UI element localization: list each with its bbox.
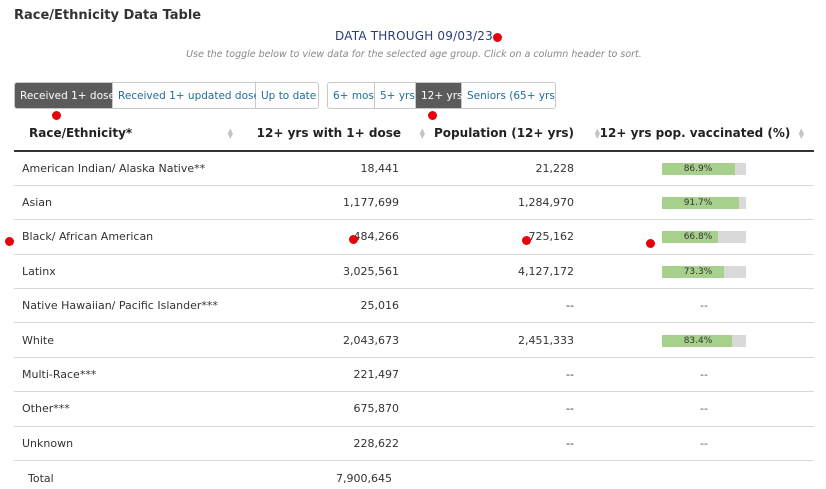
marker-dot: [349, 235, 358, 244]
table-header-row: Race/Ethnicity* ▲ ▼ 12+ yrs with 1+ dose …: [14, 116, 814, 152]
header-pct-vaccinated[interactable]: 12+ yrs pop. vaccinated (%) ▲ ▼: [594, 116, 814, 152]
pct-bar-label: 73.3%: [683, 266, 713, 277]
toggle-5-yrs[interactable]: 5+ yrs: [375, 83, 416, 108]
pct-bar-fill: [662, 265, 724, 278]
instructions-text: Use the toggle below to view data for th…: [186, 49, 642, 60]
toggle-received-1-dose[interactable]: Received 1+ dose: [15, 83, 115, 108]
dose-count-cell: 221,497: [239, 357, 419, 393]
total-dose-count: 7,900,645: [239, 460, 419, 489]
sort-icon: ▲ ▼: [798, 127, 804, 140]
data-through-date: DATA THROUGH 09/03/23: [335, 29, 493, 43]
table-row: Unknown 228,622 -- --: [14, 426, 814, 462]
total-empty-cell: [594, 460, 814, 489]
table-row: White 2,043,673 2,451,333 83.4%: [14, 322, 814, 358]
race-ethnicity-cell: White: [14, 322, 239, 358]
pct-bar-label: 86.9%: [683, 163, 713, 174]
toggle-received-updated-dose[interactable]: Received 1+ updated dose: [113, 83, 260, 108]
dose-count-cell: 228,622: [239, 426, 419, 462]
race-ethnicity-cell: Unknown: [14, 426, 239, 462]
pct-bar: 91.7%: [662, 197, 746, 210]
population-cell: --: [419, 426, 594, 462]
population-cell: 1,284,970: [419, 185, 594, 221]
race-ethnicity-cell: Asian: [14, 185, 239, 221]
pct-vaccinated-cell: 73.3%: [594, 254, 814, 290]
table-row: Native Hawaiian/ Pacific Islander*** 25,…: [14, 288, 814, 324]
pct-vaccinated-cell: --: [594, 357, 814, 393]
table-row: Asian 1,177,699 1,284,970 91.7%: [14, 185, 814, 221]
pct-bar: 83.4%: [662, 334, 746, 347]
dose-count-cell: 25,016: [239, 288, 419, 324]
pct-vaccinated-cell: --: [594, 426, 814, 462]
pct-vaccinated-cell: --: [594, 288, 814, 324]
table-row: American Indian/ Alaska Native** 18,441 …: [14, 151, 814, 186]
total-label: Total: [14, 460, 239, 489]
toggle-6-mos[interactable]: 6+ mos: [328, 83, 375, 108]
pct-vaccinated-cell: 66.8%: [594, 219, 814, 255]
age-toggle-group: 6+ mos 5+ yrs 12+ yrs Seniors (65+ yrs): [327, 82, 556, 109]
pct-bar: 66.8%: [662, 231, 746, 244]
marker-dot: [52, 111, 61, 120]
dose-count-cell: 2,043,673: [239, 322, 419, 358]
dose-count-cell: 3,025,561: [239, 254, 419, 290]
table-total-row: Total 7,900,645: [14, 460, 814, 489]
race-ethnicity-cell: Native Hawaiian/ Pacific Islander***: [14, 288, 239, 324]
population-cell: 2,451,333: [419, 322, 594, 358]
race-ethnicity-cell: Multi-Race***: [14, 357, 239, 393]
dose-count-cell: 484,266: [239, 219, 419, 255]
race-ethnicity-cell: American Indian/ Alaska Native**: [14, 151, 239, 186]
header-dose-count[interactable]: 12+ yrs with 1+ dose ▲ ▼: [239, 116, 425, 152]
population-cell: 725,162: [419, 219, 594, 255]
marker-dot: [646, 239, 655, 248]
table-row: Black/ African American 484,266 725,162 …: [14, 219, 814, 255]
table-row: Latinx 3,025,561 4,127,172 73.3%: [14, 254, 814, 290]
pct-bar-fill: [662, 231, 719, 244]
total-empty-cell: [419, 460, 594, 489]
population-cell: 4,127,172: [419, 254, 594, 290]
pct-bar-fill: [662, 334, 733, 347]
race-ethnicity-table: Race/Ethnicity* ▲ ▼ 12+ yrs with 1+ dose …: [14, 116, 814, 489]
marker-dot: [428, 111, 437, 120]
pct-vaccinated-cell: 91.7%: [594, 185, 814, 221]
marker-dot: [5, 237, 14, 246]
pct-vaccinated-cell: 86.9%: [594, 151, 814, 186]
population-cell: 21,228: [419, 151, 594, 186]
marker-dot: [522, 236, 531, 245]
table-row: Other*** 675,870 -- --: [14, 391, 814, 427]
sort-icon: ▲ ▼: [227, 127, 233, 140]
population-cell: --: [419, 288, 594, 324]
pct-vaccinated-cell: 83.4%: [594, 322, 814, 358]
pct-bar-fill: [662, 197, 740, 210]
pct-vaccinated-cell: --: [594, 391, 814, 427]
population-cell: --: [419, 391, 594, 427]
race-ethnicity-cell: Latinx: [14, 254, 239, 290]
header-race-ethnicity[interactable]: Race/Ethnicity* ▲ ▼: [14, 116, 239, 152]
pct-bar: 86.9%: [662, 162, 746, 175]
table-row: Multi-Race*** 221,497 -- --: [14, 357, 814, 393]
toggle-seniors[interactable]: Seniors (65+ yrs): [462, 83, 555, 108]
header-population[interactable]: Population (12+ yrs) ▲ ▼: [419, 116, 600, 152]
race-ethnicity-cell: Black/ African American: [14, 219, 239, 255]
pct-bar-label: 83.4%: [683, 335, 713, 346]
marker-dot: [493, 33, 502, 42]
pct-bar-fill: [662, 162, 735, 175]
race-ethnicity-cell: Other***: [14, 391, 239, 427]
toggle-12-yrs[interactable]: 12+ yrs: [416, 83, 463, 108]
dose-count-cell: 675,870: [239, 391, 419, 427]
dose-toggle-group: Received 1+ dose Received 1+ updated dos…: [14, 82, 319, 109]
pct-bar-label: 66.8%: [683, 232, 713, 243]
dose-count-cell: 1,177,699: [239, 185, 419, 221]
pct-bar: 73.3%: [662, 265, 746, 278]
pct-bar-label: 91.7%: [683, 198, 713, 209]
toggle-up-to-date[interactable]: Up to date: [256, 83, 318, 108]
panel-title: Race/Ethnicity Data Table: [14, 8, 202, 23]
dose-count-cell: 18,441: [239, 151, 419, 186]
population-cell: --: [419, 357, 594, 393]
